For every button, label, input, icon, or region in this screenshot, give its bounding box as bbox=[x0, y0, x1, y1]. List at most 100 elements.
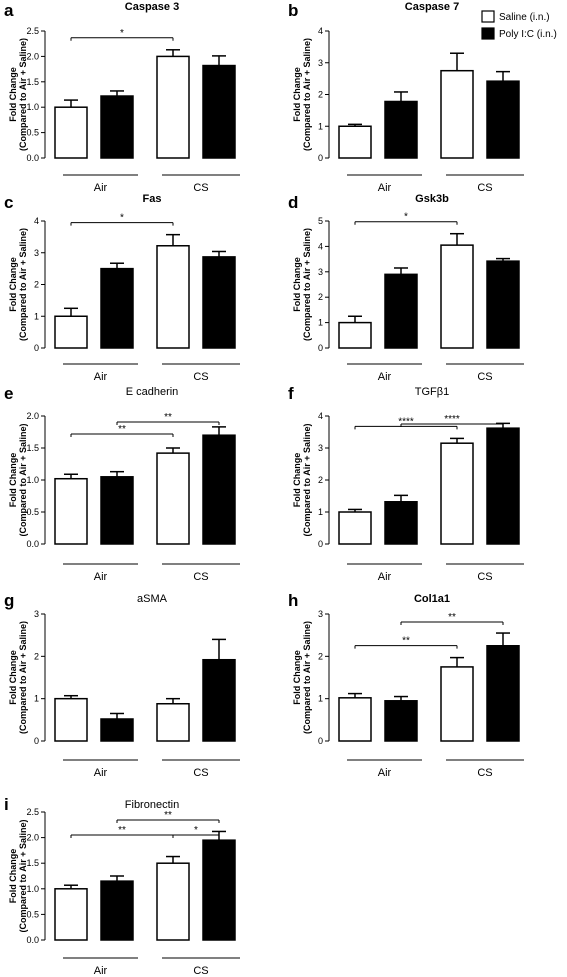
bar bbox=[156, 702, 190, 742]
y-axis-label: Fold Change(Compared to Air + Saline) bbox=[8, 424, 28, 537]
y-tick-label: 3 bbox=[318, 443, 323, 453]
bar bbox=[384, 501, 418, 545]
y-tick-label: 0.5 bbox=[26, 507, 39, 517]
y-tick-label: 4 bbox=[318, 241, 323, 251]
panel-letter: h bbox=[288, 591, 298, 610]
bar bbox=[384, 700, 418, 742]
y-tick-label: 3 bbox=[318, 609, 323, 619]
bar bbox=[486, 260, 520, 349]
y-axis-label-line: Fold Change bbox=[8, 650, 18, 705]
y-tick-label: 1 bbox=[318, 507, 323, 517]
y-tick-label: 4 bbox=[34, 216, 39, 226]
y-tick-label: 0.0 bbox=[26, 935, 39, 945]
panel-d: d Gsk3b 0 1 2 3 4 5 Fold Change(Compared to Air … bbox=[288, 193, 524, 383]
y-tick-label: 0 bbox=[318, 153, 323, 163]
bar bbox=[156, 862, 190, 941]
y-tick-label: 2.0 bbox=[26, 411, 39, 421]
y-axis-label-line: Fold Change bbox=[292, 650, 302, 705]
significance-label: ** bbox=[448, 612, 456, 623]
y-axis-label-line: Fold Change bbox=[292, 67, 302, 122]
bar bbox=[338, 697, 372, 742]
y-tick-label: 2 bbox=[34, 280, 39, 290]
significance-label: ** bbox=[118, 424, 126, 435]
bar bbox=[384, 100, 418, 159]
panel-letter: g bbox=[4, 591, 14, 610]
significance-label: ** bbox=[164, 412, 172, 423]
bar bbox=[202, 658, 236, 742]
y-tick-label: 2 bbox=[318, 292, 323, 302]
significance-label: * bbox=[194, 825, 198, 836]
chart-title: TGFβ1 bbox=[415, 386, 449, 398]
bar bbox=[486, 80, 520, 159]
y-tick-label: 3 bbox=[34, 609, 39, 619]
bar bbox=[338, 125, 372, 159]
legend-label: Poly I:C (i.n.) bbox=[499, 29, 557, 40]
y-tick-label: 0 bbox=[318, 343, 323, 353]
y-tick-label: 2.0 bbox=[26, 833, 39, 843]
bar bbox=[100, 476, 134, 545]
bar bbox=[156, 55, 190, 159]
bar bbox=[100, 267, 134, 349]
y-axis-label: Fold Change(Compared to Air + Saline) bbox=[292, 424, 312, 537]
bar bbox=[384, 273, 418, 349]
chart-title: Caspase 3 bbox=[125, 1, 179, 13]
y-tick-label: 1 bbox=[318, 121, 323, 131]
panel-letter: c bbox=[4, 193, 13, 212]
y-tick-label: 2 bbox=[318, 475, 323, 485]
group-label: Air bbox=[378, 767, 392, 779]
y-tick-label: 0.5 bbox=[26, 128, 39, 138]
group-label: CS bbox=[477, 182, 492, 194]
group-label: Air bbox=[94, 182, 108, 194]
group-label: CS bbox=[193, 965, 208, 977]
significance-label: ** bbox=[118, 825, 126, 836]
y-tick-label: 3 bbox=[318, 58, 323, 68]
y-tick-label: 1 bbox=[318, 694, 323, 704]
y-tick-label: 2 bbox=[34, 651, 39, 661]
group-label: CS bbox=[477, 371, 492, 383]
significance-label: **** bbox=[444, 414, 460, 425]
group-label: Air bbox=[378, 182, 392, 194]
bar bbox=[156, 245, 190, 349]
panel-e: e E cadherin 0.0 0.5 1.0 1.5 2.0 Fold Change(Co… bbox=[4, 384, 240, 583]
y-tick-label: 3 bbox=[318, 267, 323, 277]
bar bbox=[54, 106, 88, 159]
chart-title: Fibronectin bbox=[125, 799, 179, 811]
y-tick-label: 1.5 bbox=[26, 443, 39, 453]
bar bbox=[338, 321, 372, 349]
y-axis-label-line: (Compared to Air + Saline) bbox=[302, 38, 312, 151]
y-axis-label-line: (Compared to Air + Saline) bbox=[302, 424, 312, 537]
chart-title: Caspase 7 bbox=[405, 1, 459, 13]
bar bbox=[202, 839, 236, 941]
significance-label: * bbox=[404, 212, 408, 223]
y-tick-label: 1.5 bbox=[26, 858, 39, 868]
bar bbox=[202, 64, 236, 159]
y-tick-label: 0.0 bbox=[26, 153, 39, 163]
legend: Saline (i.n.) Poly I:C (i.n.) bbox=[481, 10, 557, 40]
y-axis-label-line: Fold Change bbox=[8, 257, 18, 312]
legend-swatch bbox=[481, 27, 495, 40]
bar bbox=[440, 69, 474, 159]
panel-h: h Col1a1 0 1 2 3 Fold Change(Compared to Air +… bbox=[288, 591, 524, 779]
y-axis-label-line: (Compared to Air + Saline) bbox=[18, 38, 28, 151]
significance-label: ** bbox=[402, 636, 410, 647]
y-axis-label: Fold Change(Compared to Air + Saline) bbox=[8, 621, 28, 734]
bar bbox=[440, 244, 474, 349]
bar bbox=[100, 880, 134, 941]
y-axis-label-line: Fold Change bbox=[8, 849, 18, 904]
y-tick-label: 2 bbox=[318, 651, 323, 661]
y-tick-label: 1.5 bbox=[26, 77, 39, 87]
y-axis-label: Fold Change(Compared to Air + Saline) bbox=[292, 621, 312, 734]
y-tick-label: 1 bbox=[34, 311, 39, 321]
y-tick-label: 0.0 bbox=[26, 539, 39, 549]
y-axis-label-line: Fold Change bbox=[8, 453, 18, 508]
bar bbox=[440, 442, 474, 545]
panel-f: f TGFβ1 0 1 2 3 4 Fold Change(Compared to Air +… bbox=[288, 384, 524, 583]
significance-label: ** bbox=[164, 810, 172, 821]
bar bbox=[486, 427, 520, 545]
chart-title: Col1a1 bbox=[414, 593, 450, 605]
y-axis-label: Fold Change(Compared to Air + Saline) bbox=[8, 228, 28, 341]
y-tick-label: 2 bbox=[318, 90, 323, 100]
y-axis-label-line: Fold Change bbox=[292, 257, 302, 312]
panel-i: i Fibronectin 0.0 0.5 1.0 1.5 2.0 2.5 Fold Chang… bbox=[4, 795, 240, 977]
